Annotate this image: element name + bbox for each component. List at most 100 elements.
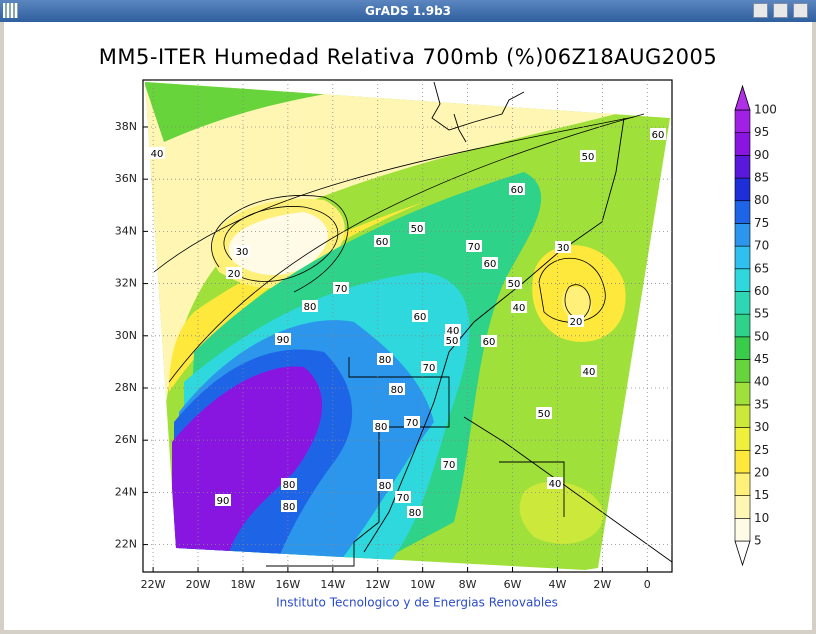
- colorbar-label: 35: [754, 397, 769, 411]
- colorbar-label: 100: [754, 103, 777, 117]
- minimize-button[interactable]: [753, 3, 768, 18]
- contour-label-bg: [234, 245, 250, 257]
- contour-label: 20: [228, 269, 241, 280]
- contour-label: 90: [277, 335, 290, 346]
- contour-label-bg: [547, 477, 563, 489]
- contour-label: 60: [483, 337, 496, 348]
- x-tick-label: 16W: [275, 578, 300, 591]
- contour-label: 40: [513, 303, 526, 314]
- y-tick-label: 32N: [115, 277, 137, 290]
- colorbar-box: [734, 223, 751, 247]
- colorbar-high: [734, 84, 751, 111]
- contour-label-bg: [373, 420, 389, 432]
- contour-label: 70: [397, 493, 410, 504]
- contour-label-bg: [302, 300, 318, 312]
- contour-label-bg: [581, 365, 597, 377]
- plot-frame: [142, 79, 673, 573]
- contour-label-bg: [377, 479, 393, 491]
- colorbar-label: 70: [754, 239, 769, 253]
- colorbar-box: [734, 109, 751, 133]
- colorbar-box: [734, 359, 751, 383]
- contour-label: 80: [283, 480, 296, 491]
- colorbar-box: [734, 427, 751, 451]
- contour-label-bg: [281, 500, 297, 512]
- contour-label-bg: [215, 494, 231, 506]
- contour-label: 50: [508, 279, 521, 290]
- contour-label-bg: [555, 241, 571, 253]
- contour-label-bg: [281, 478, 297, 490]
- contour-label-bg: [509, 183, 525, 195]
- contour-label-bg: [275, 333, 291, 345]
- contour-label-bg: [481, 335, 497, 347]
- colorbar-box: [734, 268, 751, 292]
- border: [499, 461, 565, 517]
- colorbar-box: [734, 381, 751, 406]
- colorbar-label: 85: [754, 171, 769, 185]
- contour-label: 90: [217, 496, 230, 507]
- x-tick-label: 8W: [459, 578, 477, 591]
- contour-label-bg: [333, 282, 349, 294]
- close-button[interactable]: [793, 3, 808, 18]
- contour-label-bg: [506, 277, 522, 289]
- contour-label: 60: [511, 185, 524, 196]
- contour-label-bg: [389, 383, 405, 395]
- colorbar-label: 25: [754, 443, 769, 457]
- colorbar-box: [734, 313, 751, 338]
- contour-label-bg: [536, 407, 552, 419]
- x-tick-label: 18W: [231, 578, 256, 591]
- contour-label-bg: [568, 315, 584, 327]
- y-tick-label: 22N: [115, 538, 137, 551]
- footer: Instituto Tecnologico y de Energias Reno…: [276, 596, 558, 610]
- contour-label-bg: [374, 235, 390, 247]
- colorbar-label: 5: [754, 534, 762, 548]
- contour-line: [538, 257, 606, 323]
- y-tick-label: 34N: [115, 224, 137, 237]
- contour-label-bg: [149, 147, 165, 159]
- shaded-region: [519, 481, 604, 544]
- contour-label: 60: [652, 130, 665, 141]
- maximize-button[interactable]: [773, 3, 788, 18]
- contour-label: 80: [379, 481, 392, 492]
- chart-title: MM5-ITER Humedad Relativa 700mb (%)06Z18…: [99, 45, 717, 69]
- colorbar-box: [734, 200, 751, 224]
- colorbar-label: 90: [754, 148, 769, 162]
- contour-line: [223, 206, 339, 282]
- colorbar-label: 65: [754, 261, 769, 275]
- contours: [153, 113, 645, 383]
- colorbar-label: 20: [754, 465, 769, 479]
- field: [145, 82, 670, 570]
- contour-line: [153, 116, 635, 273]
- contour-label: 80: [409, 508, 422, 519]
- x-tick-label: 12W: [365, 578, 390, 591]
- colorbar-label: 60: [754, 284, 769, 298]
- y-tick-label: 36N: [115, 172, 137, 185]
- colorbar-label: 80: [754, 193, 769, 207]
- contour-label-bg: [421, 361, 437, 373]
- y-tick-label: 30N: [115, 329, 137, 342]
- shaded-region: [145, 82, 404, 142]
- window-icon[interactable]: [3, 3, 18, 18]
- colorbar-label: 10: [754, 511, 769, 525]
- colorbar-label: 40: [754, 375, 769, 389]
- y-tick-label: 26N: [115, 433, 137, 446]
- colorbar-box: [734, 336, 751, 360]
- x-tick-label: 4W: [549, 578, 567, 591]
- contour-label-bg: [395, 491, 411, 503]
- contour-label: 80: [391, 385, 404, 396]
- contour-label: 70: [423, 363, 436, 374]
- x-tick-label: 14W: [320, 578, 345, 591]
- contour-label: 70: [335, 284, 348, 295]
- colorbar-box: [734, 132, 751, 156]
- x-tick-label: 2W: [593, 578, 611, 591]
- shaded-region: [145, 82, 624, 422]
- contour-label-bg: [409, 222, 425, 234]
- x-tick-label: 20W: [186, 578, 211, 591]
- contour-line: [211, 195, 349, 293]
- contour-label: 70: [406, 418, 419, 429]
- contour-line: [564, 284, 591, 319]
- coastline: [431, 81, 525, 131]
- contour-label-bg: [466, 240, 482, 252]
- contour-label: 30: [236, 247, 249, 258]
- contour-label: 80: [283, 502, 296, 513]
- contour-label: 70: [468, 242, 481, 253]
